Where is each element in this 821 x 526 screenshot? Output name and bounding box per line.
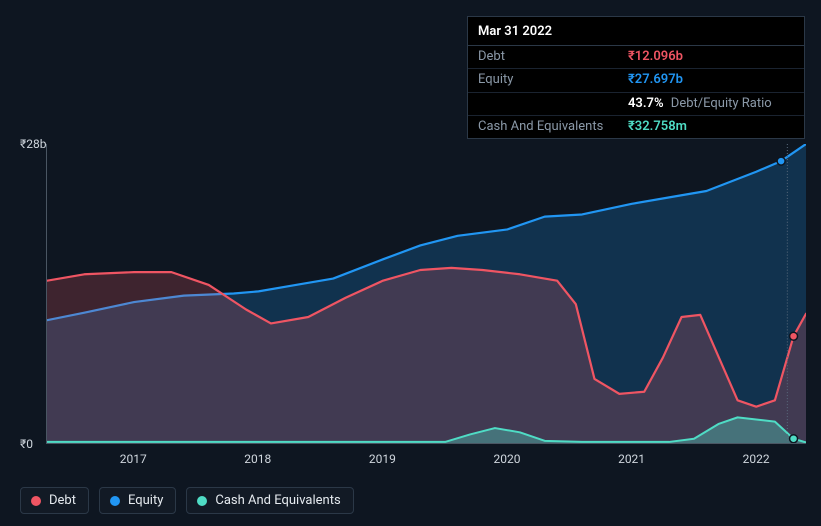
x-axis-label: 2022	[743, 452, 770, 466]
y-axis-label: ₹28b	[20, 137, 46, 151]
tooltip-row-label: Equity	[478, 71, 628, 89]
legend-label: Cash And Equivalents	[215, 493, 340, 508]
x-axis-label: 2017	[120, 452, 147, 466]
hover-marker-dot	[777, 157, 785, 165]
legend-item[interactable]: Cash And Equivalents	[186, 487, 353, 514]
x-axis-label: 2021	[618, 452, 645, 466]
legend-swatch	[110, 496, 120, 506]
tooltip-row-value: ₹27.697b	[628, 71, 683, 89]
legend-item[interactable]: Debt	[20, 487, 89, 514]
tooltip-row-value: 43.7% Debt/Equity Ratio	[628, 95, 772, 113]
y-axis-label: ₹0	[20, 437, 33, 451]
tooltip-date: Mar 31 2022	[468, 17, 804, 46]
chart-legend: Debt Equity Cash And Equivalents	[20, 487, 354, 514]
hover-marker-dot	[790, 435, 798, 443]
chart-area: ₹0 ₹28b 2017 2018 2019 2020 2021 2022	[0, 120, 821, 480]
legend-label: Equity	[128, 493, 163, 508]
chart-plot	[46, 144, 806, 444]
legend-label: Debt	[49, 493, 76, 508]
legend-swatch	[197, 496, 207, 506]
x-axis-label: 2020	[493, 452, 520, 466]
hover-marker-dot	[790, 332, 798, 340]
tooltip-row: Equity₹27.697b	[468, 69, 804, 92]
tooltip-row: Debt₹12.096b	[468, 46, 804, 69]
tooltip-row-label	[478, 95, 628, 113]
tooltip-row-sub: Debt/Equity Ratio	[668, 96, 772, 111]
legend-item[interactable]: Equity	[99, 487, 176, 514]
x-axis-label: 2018	[244, 452, 271, 466]
x-axis-label: 2019	[369, 452, 396, 466]
tooltip-row-label: Debt	[478, 48, 628, 66]
legend-swatch	[31, 496, 41, 506]
tooltip-row-value: ₹12.096b	[628, 48, 683, 66]
tooltip-row: 43.7% Debt/Equity Ratio	[468, 93, 804, 116]
